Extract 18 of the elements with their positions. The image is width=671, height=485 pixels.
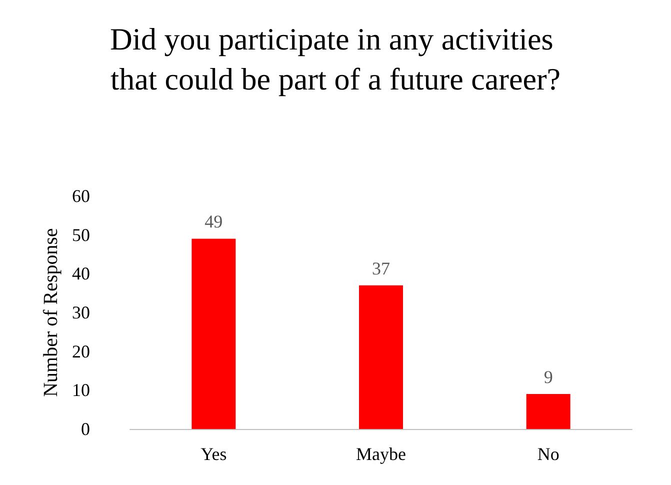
bar <box>526 394 570 429</box>
x-tick-label: No <box>537 444 560 464</box>
chart-title: Did you participate in any activities that could be part of a future career? <box>110 22 562 96</box>
y-tick-label: 50 <box>72 224 90 245</box>
y-tick-label: 20 <box>72 341 90 362</box>
y-tick-label: 60 <box>72 186 90 206</box>
y-axis-title: Number of Response <box>40 228 62 397</box>
y-tick-label: 40 <box>72 264 90 284</box>
y-tick-label: 10 <box>72 380 90 400</box>
bar <box>192 238 236 429</box>
data-label: 37 <box>372 258 390 278</box>
x-tick-label: Yes <box>200 444 227 464</box>
data-label: 49 <box>204 212 223 232</box>
y-tick-label: 30 <box>72 302 90 322</box>
bar <box>359 285 403 429</box>
y-tick-label: 0 <box>81 419 90 439</box>
data-label: 9 <box>544 367 553 388</box>
x-tick-label: Maybe <box>356 444 406 464</box>
